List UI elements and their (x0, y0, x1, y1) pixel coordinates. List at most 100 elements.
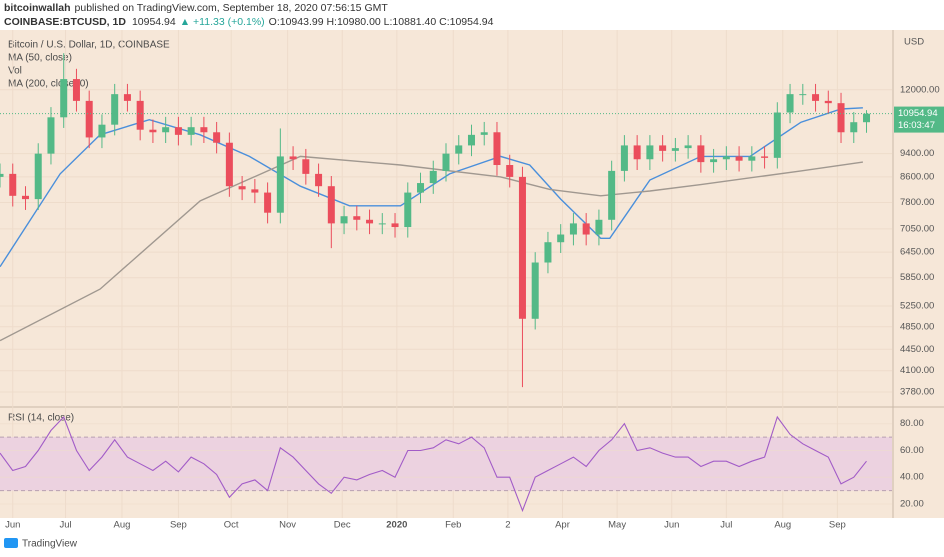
candle-body (366, 219, 374, 224)
candle-body (506, 165, 514, 177)
candle-body (47, 117, 55, 154)
candle-body (544, 242, 552, 263)
candle-body (289, 156, 297, 160)
candle-body (863, 113, 871, 123)
candle-body (174, 127, 182, 135)
candle-body (748, 156, 756, 161)
candle-body (391, 223, 399, 228)
last-price-label: 10954.94 (898, 108, 938, 119)
candle-body (85, 100, 93, 138)
candle-body (442, 153, 450, 171)
candle-body (773, 112, 781, 158)
x-tick-label: 2 (505, 520, 510, 531)
candle-body (136, 100, 144, 130)
candle-body (467, 134, 475, 146)
candle-body (302, 159, 310, 174)
candle-body (480, 132, 488, 135)
candle-body (238, 186, 246, 190)
candle-body (850, 122, 858, 133)
candle-body (608, 170, 616, 220)
legend-vol: Vol (8, 66, 22, 77)
y-tick-label: 6450.00 (900, 247, 934, 258)
candle-body (187, 127, 195, 135)
candle-body (633, 145, 641, 160)
y-tick-label: 4450.00 (900, 344, 934, 355)
legend-ma200: MA (200, close, 0) (8, 79, 89, 90)
candle-body (837, 103, 845, 133)
candle-body (21, 195, 29, 200)
candle-body (620, 145, 628, 171)
countdown-label: 16:03:47 (898, 120, 935, 131)
axis-unit: USD (904, 37, 924, 48)
x-tick-label: Nov (279, 520, 296, 531)
y-tick-label: 7800.00 (900, 197, 934, 208)
candle-body (595, 219, 603, 235)
x-tick-label: Aug (774, 520, 791, 531)
x-tick-label: Aug (114, 520, 131, 531)
x-tick-label: May (608, 520, 626, 531)
rsi-band (0, 437, 892, 491)
x-tick-label: Jun (5, 520, 20, 531)
candle-body (98, 124, 106, 138)
x-tick-label: Jun (664, 520, 679, 531)
candle-body (671, 148, 679, 151)
y-tick-label: 3780.00 (900, 386, 934, 397)
candle-body (761, 156, 769, 158)
candle-body (149, 129, 157, 133)
candle-body (531, 262, 539, 319)
candle-body (429, 170, 437, 184)
candle-body (557, 234, 565, 243)
y-tick-label: 5250.00 (900, 301, 934, 312)
rsi-title: RSI (14, close) (8, 413, 74, 424)
logo-icon (4, 538, 18, 548)
change: ▲ +11.33 (+0.1%) (180, 16, 265, 28)
candle-body (34, 153, 42, 200)
ohlc: O:10943.99 H:10980.00 L:10881.40 C:10954… (269, 16, 494, 28)
logo-text: TradingView (22, 539, 78, 550)
x-tick-label: Sep (170, 520, 187, 531)
candle-body (582, 223, 590, 235)
published: published on TradingView.com, September … (75, 2, 389, 14)
candle-body (518, 176, 526, 319)
y-tick-label: 9400.00 (900, 148, 934, 159)
header-line-1: bitcoinwallah published on TradingView.co… (4, 2, 388, 14)
candle-body (646, 145, 654, 160)
candle-body (786, 94, 794, 113)
y-tick-label: 20.00 (900, 498, 924, 509)
candle-body (697, 145, 705, 163)
legend-ma50: MA (50, close) (8, 53, 72, 64)
candle-body (111, 94, 119, 125)
candle-body (340, 216, 348, 224)
candle-body (404, 192, 412, 228)
candle-body (455, 145, 463, 154)
x-tick-label: 2020 (386, 520, 407, 531)
y-tick-label: 40.00 (900, 472, 924, 483)
candle-body (710, 159, 718, 163)
y-tick-label: 60.00 (900, 445, 924, 456)
symbol: COINBASE:BTCUSD, 1D (4, 16, 126, 28)
y-tick-label: 7050.00 (900, 223, 934, 234)
candle-body (162, 127, 170, 133)
candle-body (251, 189, 259, 193)
candle-body (812, 94, 820, 101)
y-tick-label: 12000.00 (900, 84, 940, 95)
x-tick-label: Feb (445, 520, 461, 531)
y-tick-label: 4850.00 (900, 321, 934, 332)
x-tick-label: Jul (720, 520, 732, 531)
candle-body (327, 186, 335, 224)
candle-body (722, 156, 730, 160)
candle-body (276, 156, 284, 213)
y-tick-label: 5850.00 (900, 272, 934, 283)
candle-body (353, 216, 361, 220)
x-tick-label: Sep (829, 520, 846, 531)
candle-body (493, 132, 501, 166)
candle-body (60, 79, 68, 118)
rsi-line (0, 415, 867, 513)
candle-body (315, 173, 323, 187)
header-line-2: COINBASE:BTCUSD, 1D 10954.94 ▲ +11.33 (+0.… (4, 16, 494, 28)
price: 10954.94 (132, 16, 176, 28)
moving-average (0, 107, 863, 268)
candle-body (824, 100, 832, 104)
candle-body (225, 142, 233, 187)
candle-body (417, 183, 425, 193)
